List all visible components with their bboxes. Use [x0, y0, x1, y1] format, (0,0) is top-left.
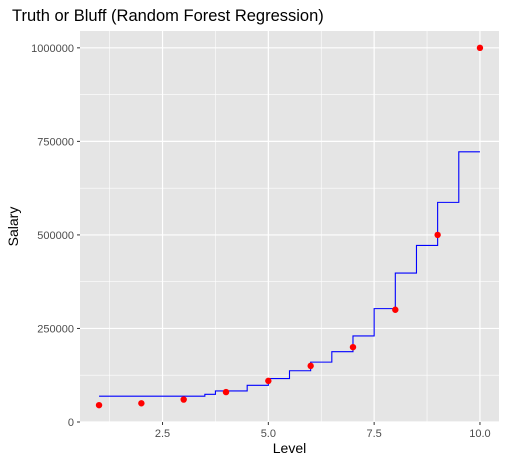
data-point	[222, 388, 230, 396]
data-point	[434, 231, 441, 239]
step-line-path	[99, 151, 480, 397]
regression-step-line	[99, 151, 480, 397]
x-tick-label: 7.5	[366, 428, 381, 440]
x-axis-ticks: 2.5 5.0 7.5 10.0	[155, 422, 491, 440]
y-tick-label: 250000	[37, 323, 74, 335]
y-axis-title: Salary	[5, 207, 21, 247]
x-tick-label: 5.0	[261, 428, 276, 440]
data-point	[95, 401, 103, 409]
plot-panel	[80, 31, 499, 422]
y-tick-label: 0	[68, 417, 74, 429]
chart-title: Truth or Bluff (Random Forest Regression…	[12, 7, 324, 25]
x-axis-title: Level	[273, 440, 306, 456]
y-tick-label: 1000000	[31, 43, 74, 55]
data-point	[307, 362, 314, 370]
x-tick-label: 2.5	[155, 428, 170, 440]
y-tick-label: 500000	[37, 230, 74, 242]
data-point	[265, 377, 272, 385]
x-tick-label: 10.0	[469, 428, 490, 440]
data-point	[138, 400, 145, 407]
data-point	[349, 343, 357, 351]
y-tick-label: 750000	[37, 136, 74, 148]
major-gridlines	[80, 31, 499, 423]
data-point	[476, 44, 484, 52]
y-axis-ticks: 0 250000 500000 750000 1000000	[31, 43, 80, 429]
data-points	[95, 44, 484, 409]
data-point	[392, 306, 399, 313]
data-point	[180, 396, 187, 403]
